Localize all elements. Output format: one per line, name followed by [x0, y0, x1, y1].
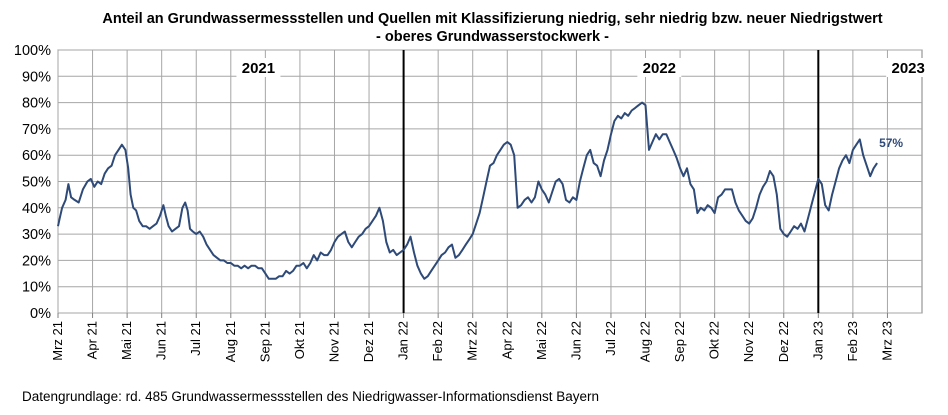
x-tick-label: Nov 22	[741, 321, 756, 362]
x-tick-label: Apr 21	[85, 321, 100, 359]
x-tick-label: Feb 22	[430, 321, 445, 361]
data-series-line	[57, 101, 878, 280]
chart-title-line1: Anteil an Grundwassermessstellen und Que…	[102, 11, 883, 27]
x-tick-label: Okt 21	[292, 321, 307, 359]
y-tick-label: 70%	[22, 122, 51, 138]
x-tick-label: Sep 22	[672, 321, 687, 362]
year-label: 2021	[242, 60, 275, 77]
year-label: 2022	[643, 60, 676, 77]
y-tick-label: 50%	[22, 175, 51, 191]
x-tick-label: Jun 22	[568, 321, 583, 360]
y-tick-label: 0%	[30, 306, 51, 322]
data-source-footnote: Datengrundlage: rd. 485 Grundwassermesss…	[22, 389, 600, 404]
x-tick-label: Mrz 22	[465, 321, 480, 361]
x-tick-label: Mai 22	[534, 321, 549, 360]
y-tick-label: 100%	[14, 43, 51, 59]
chart-title: Anteil an Grundwassermessstellen und Que…	[40, 10, 945, 46]
x-tick-label: Aug 21	[223, 321, 238, 362]
x-tick-label: Apr 22	[499, 321, 514, 359]
x-tick-label: Jan 22	[396, 321, 411, 360]
x-tick-label: Mai 21	[119, 321, 134, 360]
y-tick-label: 40%	[22, 201, 51, 217]
y-tick-label: 30%	[22, 227, 51, 243]
x-tick-label: Dez 21	[361, 321, 376, 362]
y-tick-label: 10%	[22, 280, 51, 296]
year-label: 2023	[891, 60, 924, 77]
x-tick-label: Mrz 23	[879, 321, 894, 361]
year-label-background	[637, 58, 682, 77]
x-tick-label: Okt 22	[707, 321, 722, 359]
x-tick-label: Aug 22	[638, 321, 653, 362]
x-tick-label: Jun 21	[154, 321, 169, 360]
x-tick-label: Sep 21	[257, 321, 272, 362]
y-tick-label: 80%	[22, 96, 51, 112]
year-label-background	[886, 58, 931, 77]
x-tick-label: Jan 23	[810, 321, 825, 360]
x-tick-label: Dez 22	[776, 321, 791, 362]
x-tick-label: Mrz 21	[50, 321, 65, 361]
y-tick-label: 60%	[22, 148, 51, 164]
year-label-background	[236, 58, 281, 77]
chart-title-line2: - oberes Grundwasserstockwerk -	[376, 29, 609, 45]
x-tick-label: Feb 23	[845, 321, 860, 361]
x-tick-label: Nov 21	[326, 321, 341, 362]
y-tick-label: 20%	[22, 253, 51, 269]
x-tick-label: Jul 21	[188, 321, 203, 356]
y-tick-label: 90%	[22, 69, 51, 85]
end-value-label: 57%	[879, 136, 903, 150]
x-tick-label: Jul 22	[603, 321, 618, 356]
